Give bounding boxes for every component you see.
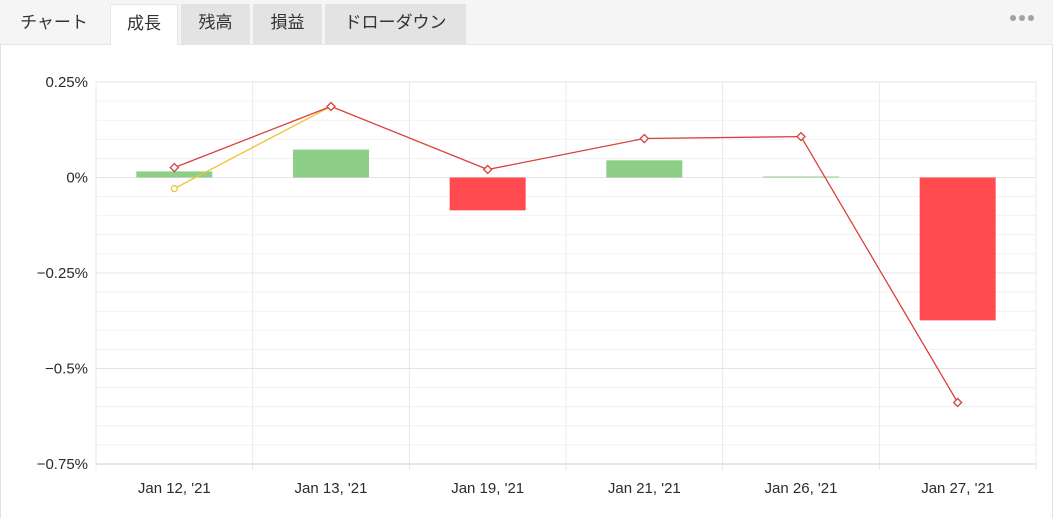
- y-tick-label: −0.5%: [45, 361, 88, 378]
- tab-label: ドローダウン: [344, 13, 447, 32]
- tab-balance[interactable]: 残高: [181, 4, 250, 44]
- growth-bar[interactable]: [763, 176, 839, 178]
- secondary-line: [173, 105, 332, 190]
- x-tick-label: Jan 13, '21: [295, 480, 368, 497]
- y-tick-label: −0.25%: [37, 265, 88, 282]
- growth-line-point[interactable]: [169, 162, 180, 173]
- tab-profit-loss[interactable]: 損益: [253, 4, 322, 44]
- growth-bar[interactable]: [449, 177, 526, 211]
- growth-line-point[interactable]: [639, 133, 650, 144]
- growth-bar[interactable]: [606, 160, 683, 178]
- x-tick-label: Jan 21, '21: [608, 480, 681, 497]
- more-options-button[interactable]: [1006, 10, 1038, 26]
- growth-line: [174, 105, 959, 403]
- tab-chart[interactable]: チャート: [0, 4, 108, 44]
- tab-label: 成長: [127, 14, 161, 33]
- y-tick-label: 0%: [66, 170, 88, 187]
- x-tick-label: Jan 19, '21: [451, 480, 524, 497]
- growth-line-point[interactable]: [796, 131, 806, 142]
- growth-bar[interactable]: [293, 149, 369, 178]
- secondary-line-point[interactable]: [170, 184, 178, 193]
- growth-bar[interactable]: [919, 177, 996, 321]
- tab-drawdown[interactable]: ドローダウン: [325, 4, 466, 44]
- y-tick-label: −0.75%: [37, 456, 88, 473]
- x-tick-label: Jan 27, '21: [921, 480, 994, 497]
- y-tick-label: 0.25%: [45, 74, 88, 91]
- tab-label: 損益: [270, 13, 305, 32]
- tab-growth[interactable]: 成長: [110, 4, 178, 45]
- growth-bar[interactable]: [136, 171, 213, 178]
- tab-label: 残高: [198, 13, 233, 32]
- growth-line-point[interactable]: [326, 101, 336, 112]
- growth-line-point[interactable]: [482, 164, 493, 175]
- growth-line-point[interactable]: [952, 397, 963, 408]
- chart-panel: [0, 44, 1053, 518]
- growth-chart: 0.25% 0% −0.25% −0.5% −0.75% Jan 12, '21 Jan 1…: [37, 74, 1037, 497]
- x-tick-label: Jan 12, '21: [138, 480, 211, 497]
- tab-bar: チャート 成長 残高 損益 ドローダウン: [0, 0, 1053, 45]
- x-tick-label: Jan 26, '21: [765, 480, 838, 497]
- tab-label: チャート: [20, 13, 88, 32]
